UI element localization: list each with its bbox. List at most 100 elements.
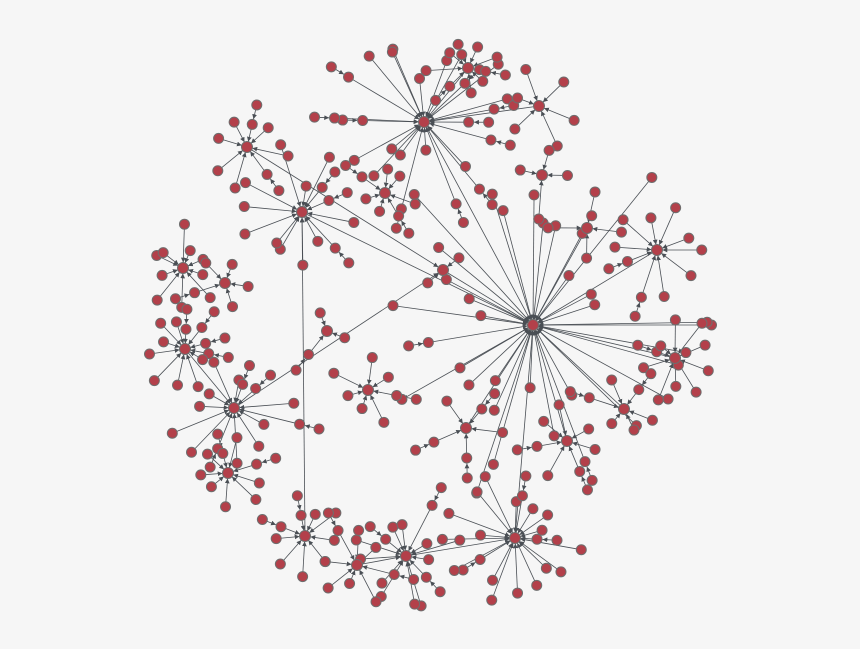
leaf-node[interactable] <box>459 160 471 172</box>
leaf-node[interactable] <box>615 226 627 238</box>
hub-node[interactable] <box>296 206 308 218</box>
leaf-node[interactable] <box>312 235 324 247</box>
hub-node[interactable] <box>418 116 430 128</box>
leaf-node[interactable] <box>548 430 560 442</box>
leaf-node[interactable] <box>388 568 400 580</box>
leaf-node[interactable] <box>487 458 499 470</box>
leaf-node[interactable] <box>514 164 526 176</box>
leaf-node[interactable] <box>448 564 460 576</box>
leaf-node[interactable] <box>403 227 415 239</box>
leaf-node[interactable] <box>357 115 369 127</box>
leaf-node[interactable] <box>322 582 334 594</box>
leaf-node[interactable] <box>329 242 341 254</box>
leaf-node[interactable] <box>564 386 576 398</box>
leaf-node[interactable] <box>240 177 252 189</box>
leaf-node[interactable] <box>275 139 287 151</box>
leaf-node[interactable] <box>646 171 658 183</box>
leaf-node[interactable] <box>473 183 485 195</box>
leaf-node[interactable] <box>589 443 601 455</box>
leaf-node[interactable] <box>169 293 181 305</box>
leaf-node[interactable] <box>201 448 213 460</box>
leaf-node[interactable] <box>270 452 282 464</box>
leaf-node[interactable] <box>282 150 294 162</box>
leaf-node[interactable] <box>662 393 674 405</box>
leaf-node[interactable] <box>261 168 273 180</box>
leaf-node[interactable] <box>143 348 155 360</box>
leaf-node[interactable] <box>422 337 434 349</box>
leaf-node[interactable] <box>586 474 598 486</box>
leaf-node[interactable] <box>533 213 545 225</box>
leaf-node[interactable] <box>323 151 335 163</box>
leaf-node[interactable] <box>270 533 282 545</box>
leaf-node[interactable] <box>414 73 426 85</box>
hub-node[interactable] <box>561 435 573 447</box>
leaf-node[interactable] <box>583 392 595 404</box>
leaf-node[interactable] <box>586 210 598 222</box>
leaf-node[interactable] <box>343 71 355 83</box>
leaf-node[interactable] <box>323 194 335 206</box>
leaf-node[interactable] <box>238 201 250 213</box>
leaf-node[interactable] <box>197 269 209 281</box>
leaf-node[interactable] <box>314 307 326 319</box>
leaf-node[interactable] <box>181 303 193 315</box>
hub-node[interactable] <box>362 384 374 396</box>
leaf-node[interactable] <box>309 508 321 520</box>
leaf-node[interactable] <box>430 94 442 106</box>
leaf-node[interactable] <box>696 244 708 256</box>
hub-node[interactable] <box>618 403 630 415</box>
leaf-node[interactable] <box>370 596 382 608</box>
leaf-node[interactable] <box>553 399 565 411</box>
leaf-node[interactable] <box>476 403 488 415</box>
leaf-node[interactable] <box>475 310 487 322</box>
leaf-node[interactable] <box>302 348 314 360</box>
leaf-node[interactable] <box>453 252 465 264</box>
leaf-node[interactable] <box>350 534 362 546</box>
leaf-node[interactable] <box>386 143 398 155</box>
leaf-node[interactable] <box>422 277 434 289</box>
leaf-node[interactable] <box>520 64 532 76</box>
leaf-node[interactable] <box>527 503 539 515</box>
leaf-node[interactable] <box>574 465 586 477</box>
hub-node[interactable] <box>219 277 231 289</box>
leaf-node[interactable] <box>297 571 309 583</box>
leaf-node[interactable] <box>583 423 595 435</box>
leaf-node[interactable] <box>208 356 220 368</box>
leaf-node[interactable] <box>459 77 471 89</box>
leaf-node[interactable] <box>328 367 340 379</box>
leaf-node[interactable] <box>633 384 645 396</box>
leaf-node[interactable] <box>443 507 455 519</box>
leaf-node[interactable] <box>617 214 629 226</box>
leaf-node[interactable] <box>180 323 192 335</box>
leaf-node[interactable] <box>516 490 528 502</box>
leaf-node[interactable] <box>231 457 243 469</box>
leaf-node[interactable] <box>178 218 190 230</box>
leaf-node[interactable] <box>339 332 351 344</box>
leaf-node[interactable] <box>251 99 263 111</box>
leaf-node[interactable] <box>394 170 406 182</box>
leaf-node[interactable] <box>542 222 554 234</box>
leaf-node[interactable] <box>488 404 500 416</box>
leaf-node[interactable] <box>434 586 446 598</box>
leaf-node[interactable] <box>477 75 489 87</box>
leaf-node[interactable] <box>536 524 548 536</box>
leaf-node[interactable] <box>353 524 365 536</box>
leaf-node[interactable] <box>435 482 447 494</box>
leaf-node[interactable] <box>670 202 682 214</box>
leaf-node[interactable] <box>408 573 420 585</box>
leaf-node[interactable] <box>420 571 432 583</box>
leaf-node[interactable] <box>231 432 243 444</box>
leaf-node[interactable] <box>474 529 486 541</box>
hub-node[interactable] <box>351 559 363 571</box>
leaf-node[interactable] <box>433 242 445 254</box>
leaf-node[interactable] <box>504 139 516 151</box>
leaf-node[interactable] <box>244 360 256 372</box>
leaf-node[interactable] <box>226 258 238 270</box>
leaf-node[interactable] <box>669 314 681 326</box>
leaf-node[interactable] <box>273 185 285 197</box>
leaf-node[interactable] <box>685 270 697 282</box>
leaf-node[interactable] <box>200 257 212 269</box>
leaf-node[interactable] <box>387 300 399 312</box>
leaf-node[interactable] <box>420 65 432 77</box>
leaf-node[interactable] <box>581 252 593 264</box>
leaf-node[interactable] <box>579 456 591 468</box>
